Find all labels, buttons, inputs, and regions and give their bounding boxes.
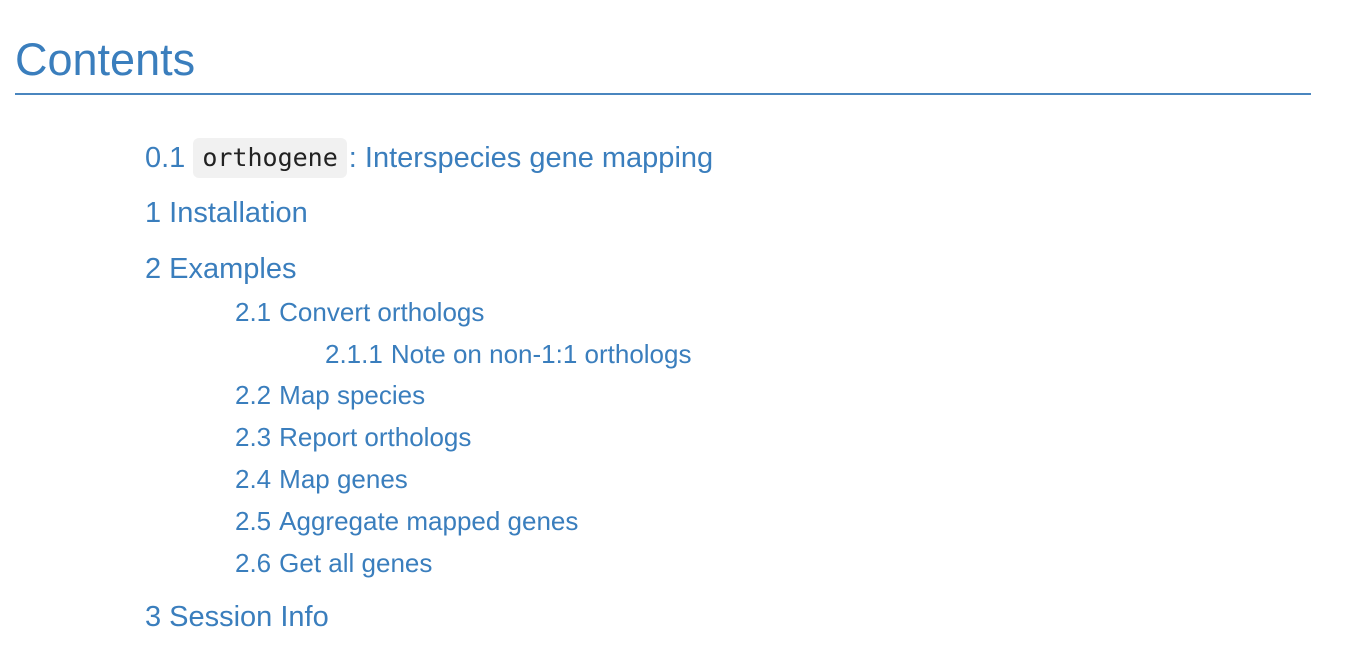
toc-label: Aggregate mapped genes: [279, 506, 579, 536]
title-divider: [15, 93, 1311, 95]
toc-link-get-all-genes[interactable]: 2.6 Get all genes: [235, 546, 432, 580]
toc-number: 2.1.1: [325, 339, 383, 369]
toc-label: Installation: [169, 197, 308, 229]
toc-title: Contents: [15, 34, 196, 85]
toc-label: Convert orthologs: [279, 297, 485, 327]
toc-link-examples[interactable]: 2 Examples: [145, 249, 296, 289]
toc-number: 1: [145, 197, 162, 229]
toc-link-note-non-1-1-orthologs[interactable]: 2.1.1 Note on non-1:1 orthologs: [325, 337, 691, 371]
toc-label: Map species: [279, 380, 426, 410]
toc-label: Session Info: [169, 601, 329, 633]
toc-number: 2: [145, 253, 162, 285]
toc-number: 2.3: [235, 422, 272, 452]
toc-label: Examples: [169, 253, 297, 285]
toc-link-map-genes[interactable]: 2.4 Map genes: [235, 462, 408, 496]
toc-link-aggregate-mapped-genes[interactable]: 2.5 Aggregate mapped genes: [235, 504, 578, 538]
toc-label: : Interspecies gene mapping: [348, 142, 714, 174]
toc-number: 3: [145, 601, 162, 633]
toc-link-convert-orthologs[interactable]: 2.1 Convert orthologs: [235, 295, 484, 329]
toc-label: Note on non-1:1 orthologs: [390, 339, 692, 369]
toc-label: Map genes: [279, 464, 408, 494]
toc-number: 2.5: [235, 506, 272, 536]
toc-number: 2.6: [235, 548, 272, 578]
toc-number: 0.1: [145, 142, 186, 174]
toc-number: 2.1: [235, 297, 272, 327]
inline-code: orthogene: [193, 138, 347, 178]
toc-link-session-info[interactable]: 3 Session Info: [145, 597, 329, 637]
toc-link-installation[interactable]: 1 Installation: [145, 193, 308, 233]
toc-link-orthogene[interactable]: 0.1 orthogene : Interspecies gene mappin…: [145, 138, 713, 178]
toc-link-report-orthologs[interactable]: 2.3 Report orthologs: [235, 420, 471, 454]
toc-label: Report orthologs: [279, 422, 472, 452]
toc-link-map-species[interactable]: 2.2 Map species: [235, 378, 425, 412]
toc-label: Get all genes: [279, 548, 433, 578]
toc-number: 2.2: [235, 380, 272, 410]
toc-number: 2.4: [235, 464, 272, 494]
